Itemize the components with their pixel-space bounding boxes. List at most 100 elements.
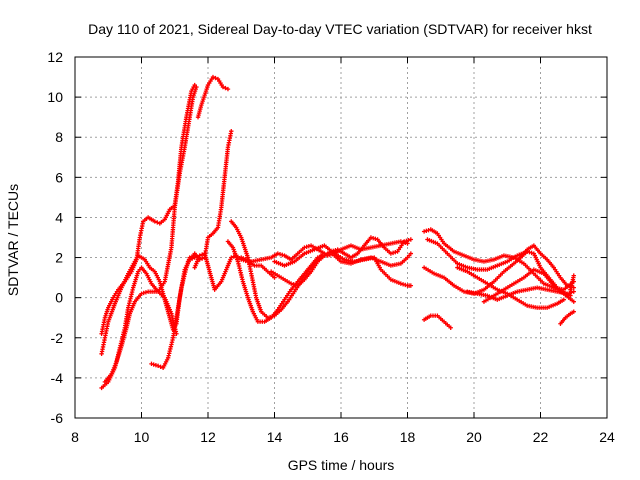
data-point: [291, 282, 296, 287]
y-tick-label: -4: [51, 370, 64, 386]
x-tick-label: 12: [200, 429, 216, 445]
data-point: [280, 252, 285, 258]
data-point: [408, 251, 414, 256]
data-point: [448, 325, 453, 330]
data-point: [192, 255, 197, 260]
data-point: [229, 129, 234, 134]
data-point: [302, 245, 307, 250]
data-point: [288, 281, 294, 286]
data-point: [424, 228, 429, 234]
data-series: [99, 74, 576, 391]
data-point: [564, 291, 570, 296]
data-point: [333, 248, 338, 253]
data-point: [408, 237, 414, 242]
y-tick-label: 10: [47, 89, 63, 105]
data-point: [571, 299, 576, 304]
data-point: [155, 363, 161, 369]
data-point: [213, 75, 218, 81]
data-point: [569, 290, 574, 295]
data-point: [199, 252, 205, 257]
series-s9: [229, 219, 324, 320]
data-point: [370, 235, 376, 241]
y-tick-label: 2: [55, 250, 63, 266]
data-point: [149, 361, 154, 367]
x-tick-label: 18: [400, 429, 416, 445]
y-tick-label: 8: [55, 129, 63, 145]
data-point: [139, 291, 144, 296]
series-s15: [421, 313, 453, 330]
x-tick-label: 22: [533, 429, 549, 445]
data-point: [275, 251, 281, 256]
data-point: [373, 236, 378, 242]
data-point: [306, 243, 312, 249]
data-point: [197, 253, 202, 258]
series-s2: [99, 82, 197, 336]
data-point: [571, 285, 576, 290]
data-point: [141, 290, 146, 296]
y-tick-label: 0: [55, 290, 63, 306]
y-tick-label: -6: [51, 410, 64, 426]
x-tick-label: 24: [599, 429, 615, 445]
data-point: [398, 281, 404, 286]
x-tick-label: 10: [134, 429, 150, 445]
series-s3: [99, 253, 197, 357]
series-s6: [185, 129, 234, 264]
data-point: [571, 309, 576, 314]
data-point: [404, 238, 409, 244]
data-point: [277, 252, 283, 257]
series-s7: [195, 74, 231, 120]
data-point: [571, 273, 576, 278]
data-point: [567, 290, 572, 296]
y-tick-label: 6: [55, 169, 63, 185]
data-point: [400, 282, 406, 287]
data-point: [199, 256, 205, 261]
data-point: [569, 284, 574, 290]
series-s24: [518, 243, 576, 290]
data-point: [192, 82, 197, 88]
series-s20: [481, 267, 576, 304]
series-s14: [332, 251, 414, 268]
data-point: [421, 229, 427, 234]
x-tick-label: 20: [466, 429, 482, 445]
y-tick-label: 12: [47, 49, 63, 65]
data-point: [155, 220, 160, 225]
data-point: [315, 255, 320, 260]
series-s12: [268, 235, 414, 288]
series-s17: [425, 237, 573, 298]
data-point: [527, 250, 532, 255]
data-point: [293, 282, 298, 288]
series-s22: [558, 309, 576, 326]
data-point: [225, 86, 231, 92]
data-point: [143, 290, 149, 295]
data-point: [210, 74, 216, 80]
x-tick-label: 16: [333, 429, 349, 445]
data-point: [229, 255, 234, 260]
x-axis-label: GPS time / hours: [288, 457, 395, 473]
data-point: [388, 251, 394, 256]
y-axis-label: SDTVAR / TECUs: [5, 184, 21, 296]
data-point: [529, 250, 534, 256]
y-tick-label: -2: [51, 330, 64, 346]
data-point: [561, 297, 566, 302]
series-s21: [465, 285, 576, 302]
data-point: [567, 284, 572, 289]
data-point: [151, 362, 156, 367]
data-point: [571, 289, 576, 294]
y-tick-label: 4: [55, 209, 63, 225]
x-tick-label: 14: [267, 429, 283, 445]
data-point: [220, 84, 226, 90]
data-point: [223, 85, 228, 91]
grid: [75, 57, 607, 418]
data-point: [368, 235, 374, 240]
data-point: [408, 283, 414, 288]
data-point: [272, 275, 277, 280]
x-tick-label: 8: [71, 429, 79, 445]
data-point: [564, 283, 570, 288]
data-point: [401, 239, 407, 244]
series-s11: [239, 239, 410, 264]
data-point: [393, 250, 398, 255]
data-point: [158, 364, 163, 370]
data-point: [390, 250, 396, 256]
